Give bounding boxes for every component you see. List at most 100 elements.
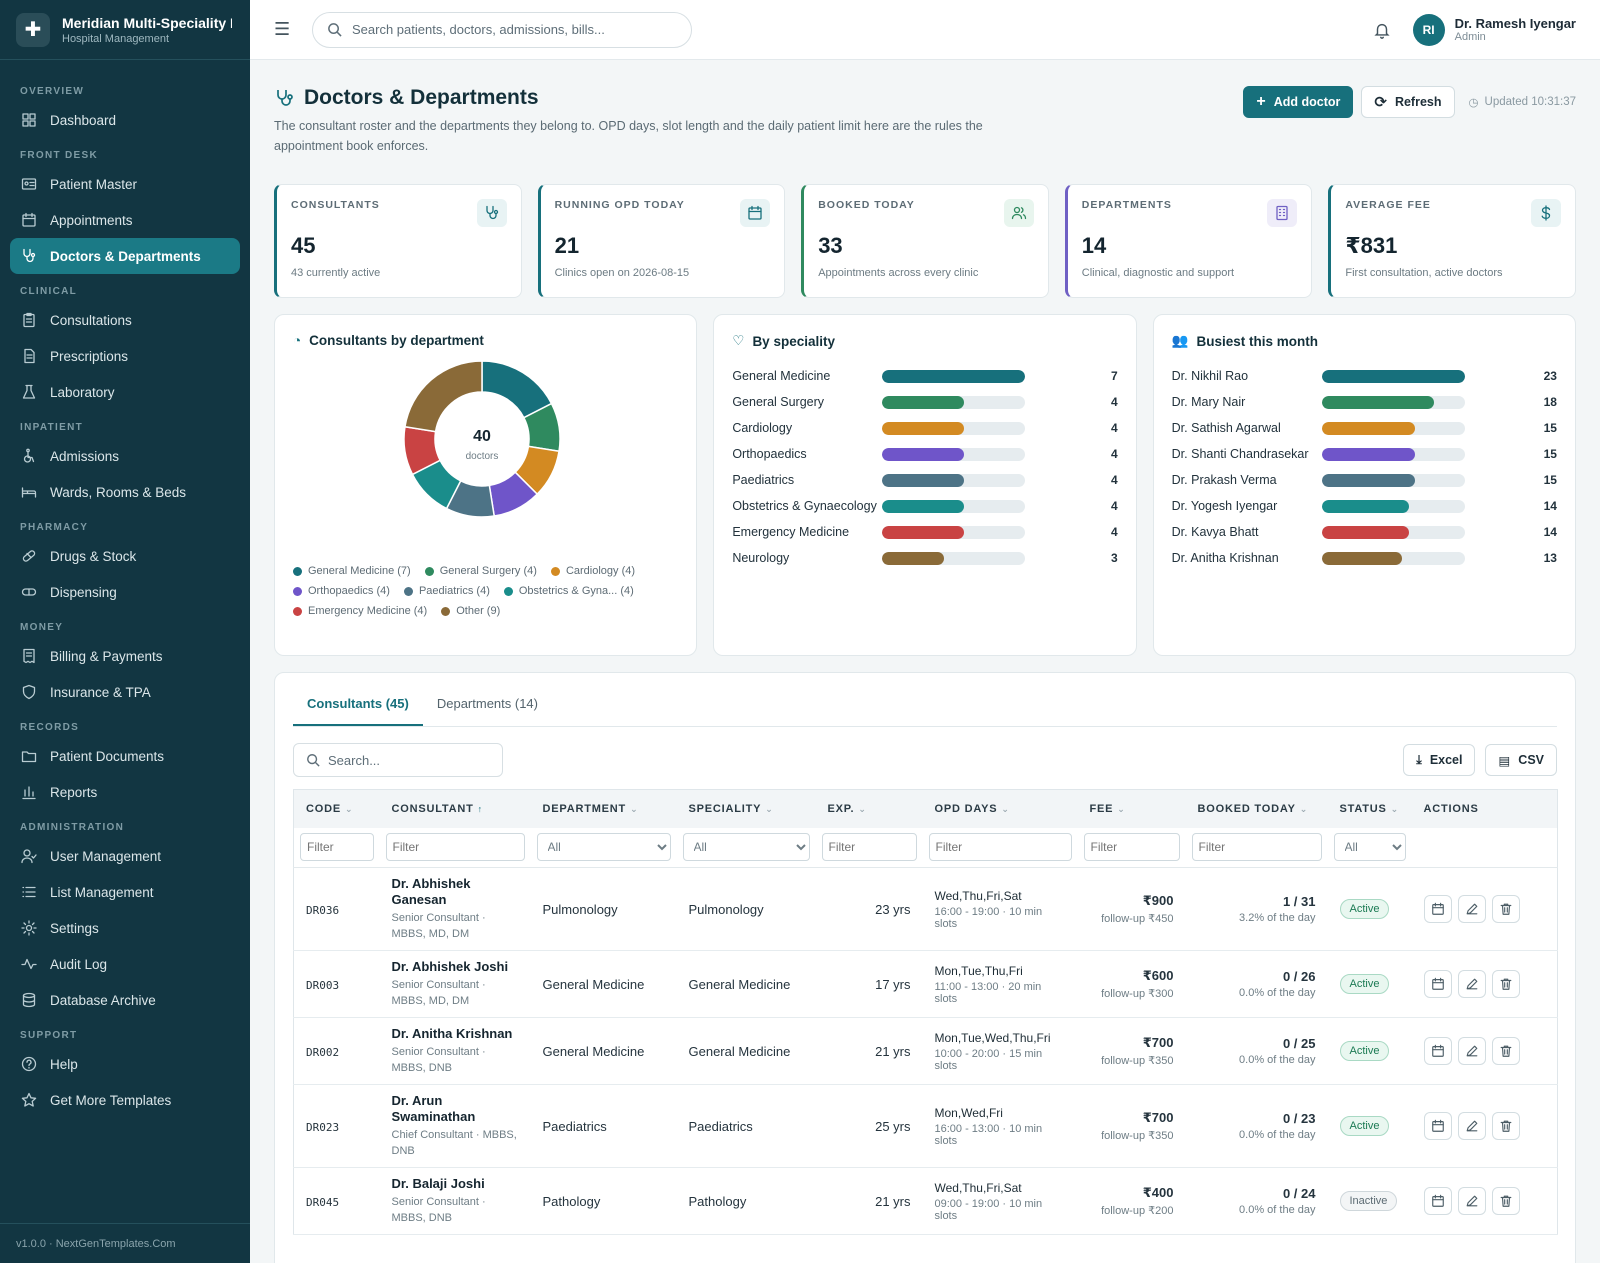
- plus-icon: +: [1256, 93, 1266, 110]
- sidebar-item-insurance-tpa[interactable]: Insurance & TPA: [10, 674, 240, 710]
- follow-up-fee: follow-up ₹350: [1101, 1055, 1174, 1067]
- column-filter-input[interactable]: [821, 833, 917, 862]
- sidebar-item-label: List Management: [50, 884, 154, 900]
- refresh-button[interactable]: ⟳ Refresh: [1361, 86, 1455, 118]
- column-header[interactable]: STATUS ⌄: [1327, 789, 1412, 828]
- doctor-name[interactable]: Dr. Balaji Joshi: [391, 1176, 485, 1191]
- csv-export-button[interactable]: ▤ CSV: [1485, 744, 1557, 776]
- calendar-icon: [740, 199, 771, 227]
- global-search[interactable]: [312, 11, 692, 48]
- tab-departments[interactable]: Departments (14): [436, 696, 538, 711]
- sidebar-item-audit-log[interactable]: Audit Log: [10, 946, 240, 982]
- column-header-label: CODE: [306, 802, 341, 815]
- schedule-button[interactable]: [1423, 895, 1452, 923]
- schedule-button[interactable]: [1423, 1187, 1452, 1215]
- schedule-button[interactable]: [1423, 970, 1452, 998]
- doctor-name[interactable]: Dr. Abhishek Joshi: [391, 959, 509, 974]
- column-filter-input[interactable]: [1191, 833, 1322, 862]
- column-header[interactable]: OPD DAYS ⌄: [922, 789, 1078, 828]
- excel-export-button[interactable]: ⤓ Excel: [1403, 744, 1476, 776]
- bell-icon[interactable]: [1373, 21, 1391, 39]
- delete-button[interactable]: [1491, 970, 1520, 998]
- sidebar-item-help[interactable]: Help: [10, 1046, 240, 1082]
- sidebar-item-admissions[interactable]: Admissions: [10, 438, 240, 474]
- column-filter-input[interactable]: [385, 833, 525, 862]
- speciality-bars: General Medicine 7 General Surgery 4 Cardiol…: [732, 363, 1117, 571]
- sidebar-item-user-management[interactable]: User Management: [10, 838, 240, 874]
- delete-button[interactable]: [1491, 1112, 1520, 1140]
- table-search[interactable]: [293, 743, 503, 777]
- legend-label: Paediatrics (4): [418, 585, 490, 597]
- fee: ₹400: [1142, 1185, 1174, 1200]
- sidebar-item-database-archive[interactable]: Database Archive: [10, 982, 240, 1018]
- csv-label: CSV: [1518, 753, 1544, 767]
- column-header[interactable]: DEPARTMENT ⌄: [530, 789, 677, 828]
- sidebar-item-patient-documents[interactable]: Patient Documents: [10, 738, 240, 774]
- bar-fill: [1321, 525, 1409, 539]
- delete-button[interactable]: [1491, 1187, 1520, 1215]
- delete-button[interactable]: [1491, 1037, 1520, 1065]
- column-header[interactable]: SPECIALITY ⌄: [676, 789, 816, 828]
- add-doctor-button[interactable]: + Add doctor: [1243, 86, 1354, 118]
- delete-button[interactable]: [1491, 895, 1520, 923]
- doctor-name[interactable]: Dr. Anitha Krishnan: [391, 1026, 513, 1041]
- tab-consultants[interactable]: Consultants (45): [293, 682, 423, 726]
- edit-button[interactable]: [1457, 1037, 1486, 1065]
- column-filter-input[interactable]: [1083, 833, 1180, 862]
- sidebar-item-dispensing[interactable]: Dispensing: [10, 574, 240, 610]
- edit-button[interactable]: [1457, 895, 1486, 923]
- schedule-button[interactable]: [1423, 1037, 1452, 1065]
- bar-track: [1321, 421, 1465, 435]
- sidebar-item-drugs-stock[interactable]: Drugs & Stock: [10, 538, 240, 574]
- column-filter-input[interactable]: [928, 833, 1072, 862]
- global-search-input[interactable]: [352, 22, 672, 37]
- opd-days-cell: Mon,Tue,Thu,Fri 11:00 - 13:00 · 20 min sl…: [922, 950, 1078, 1018]
- column-filter-select[interactable]: All: [1333, 833, 1406, 862]
- doctor-name[interactable]: Dr. Abhishek Ganesan: [391, 876, 471, 907]
- sidebar-item-consultations[interactable]: Consultations: [10, 302, 240, 338]
- table-row[interactable]: DR003 Dr. Abhishek Joshi Senior Consultant…: [293, 950, 1558, 1018]
- column-filter-select[interactable]: All: [536, 833, 671, 862]
- edit-button[interactable]: [1457, 1112, 1486, 1140]
- sidebar-item-wards-rooms-beds[interactable]: Wards, Rooms & Beds: [10, 474, 240, 510]
- sidebar-item-appointments[interactable]: Appointments: [10, 202, 240, 238]
- sidebar-item-get-more-templates[interactable]: Get More Templates: [10, 1082, 240, 1118]
- sidebar-item-prescriptions[interactable]: Prescriptions: [10, 338, 240, 374]
- sidebar-item-laboratory[interactable]: Laboratory: [10, 374, 240, 410]
- doctor-name[interactable]: Dr. Arun Swaminathan: [391, 1093, 476, 1124]
- speciality-cell: Paediatrics: [676, 1084, 816, 1168]
- menu-icon[interactable]: ☰: [274, 19, 291, 39]
- opd-days: Mon,Tue,Wed,Thu,Fri: [934, 1030, 1051, 1045]
- table-row[interactable]: DR045 Dr. Balaji Joshi Senior Consultant ·…: [293, 1167, 1558, 1235]
- sidebar-item-list-management[interactable]: List Management: [10, 874, 240, 910]
- users-icon: [1003, 199, 1034, 227]
- sidebar-item-patient-master[interactable]: Patient Master: [10, 166, 240, 202]
- filter-cell: All: [530, 827, 677, 868]
- column-header[interactable]: EXP. ⌄: [815, 789, 923, 828]
- status-cell: Inactive: [1327, 1167, 1412, 1235]
- table-search-input[interactable]: [328, 752, 488, 768]
- column-filter-input[interactable]: [300, 833, 374, 862]
- donut-slice[interactable]: [404, 360, 483, 433]
- fee: ₹600: [1142, 968, 1174, 983]
- sidebar-item-settings[interactable]: Settings: [10, 910, 240, 946]
- table-row[interactable]: DR036 Dr. Abhishek Ganesan Senior Consulta…: [293, 867, 1558, 951]
- table-row[interactable]: DR002 Dr. Anitha Krishnan Senior Consultan…: [293, 1017, 1558, 1085]
- user-menu[interactable]: RI Dr. Ramesh Iyengar Admin: [1412, 13, 1576, 46]
- bar-value: 18: [1543, 395, 1557, 409]
- edit-button[interactable]: [1457, 970, 1486, 998]
- column-header[interactable]: CODE ⌄: [293, 789, 380, 828]
- sidebar-item-reports[interactable]: Reports: [10, 774, 240, 810]
- column-header[interactable]: CONSULTANT ↑: [379, 789, 531, 828]
- column-header[interactable]: FEE ⌄: [1077, 789, 1186, 828]
- column-filter-select[interactable]: All: [682, 833, 810, 862]
- edit-button[interactable]: [1457, 1187, 1486, 1215]
- table-row[interactable]: DR023 Dr. Arun Swaminathan Chief Consultan…: [293, 1084, 1558, 1168]
- column-header[interactable]: BOOKED TODAY ⌄: [1185, 789, 1328, 828]
- nav-section-label: CLINICAL: [20, 286, 78, 297]
- department-donut-panel: ◔ Consultants by department 40 doctors Gen…: [274, 314, 698, 656]
- sidebar-item-doctors-departments[interactable]: Doctors & Departments: [10, 238, 240, 274]
- sidebar-item-dashboard[interactable]: Dashboard: [10, 102, 240, 138]
- sidebar-item-billing-payments[interactable]: Billing & Payments: [10, 638, 240, 674]
- schedule-button[interactable]: [1423, 1112, 1452, 1140]
